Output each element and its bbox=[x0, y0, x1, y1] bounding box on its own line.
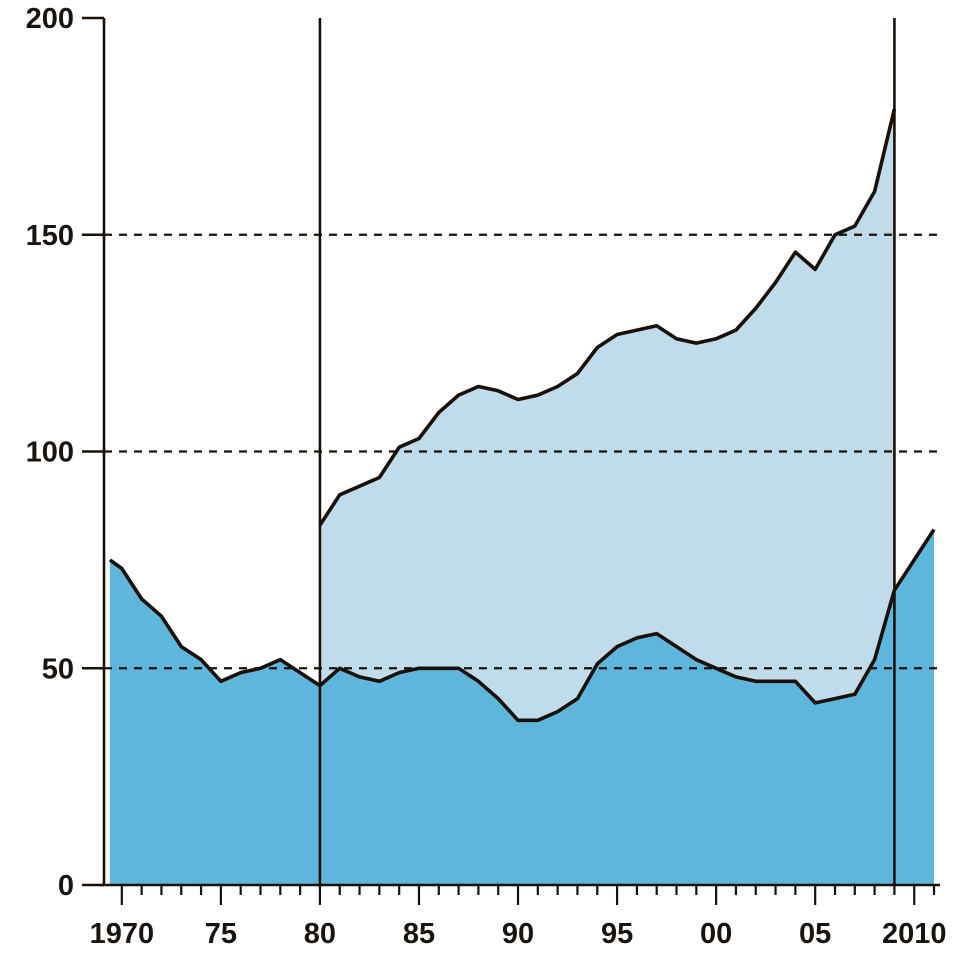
x-tick-label-2000: 00 bbox=[700, 918, 732, 950]
y-tick-label-200: 200 bbox=[26, 3, 74, 35]
x-tick-label-1975: 75 bbox=[205, 918, 237, 950]
x-axis-tick-labels: 1970 75 80 85 90 95 00 05 2010 bbox=[90, 918, 947, 950]
y-tick-label-150: 150 bbox=[26, 220, 74, 252]
vertical-markers bbox=[318, 18, 896, 885]
x-tick-label-2010: 2010 bbox=[882, 918, 947, 950]
x-tick-label-1990: 90 bbox=[502, 918, 534, 950]
lower-series-area bbox=[109, 529, 934, 885]
y-tick-label-50: 50 bbox=[42, 653, 74, 685]
x-tick-label-1980: 80 bbox=[304, 918, 336, 950]
y-axis-tick-labels: 0 50 100 150 200 bbox=[26, 3, 74, 902]
y-tick-label-0: 0 bbox=[58, 870, 74, 902]
y-tick-label-100: 100 bbox=[26, 437, 74, 469]
x-tick-label-2005: 05 bbox=[799, 918, 831, 950]
x-tick-label-1985: 85 bbox=[403, 918, 435, 950]
lower-series-line bbox=[108, 528, 936, 723]
upper-series-line bbox=[318, 108, 897, 527]
x-axis-ticks bbox=[120, 885, 936, 905]
plot-fills bbox=[109, 109, 934, 885]
x-tick-label-1995: 95 bbox=[601, 918, 633, 950]
x-tick-label-1970: 1970 bbox=[90, 918, 155, 950]
series-lines bbox=[108, 108, 936, 723]
grid-lines bbox=[104, 233, 942, 670]
upper-series-area bbox=[319, 109, 895, 721]
y-axis-ticks bbox=[82, 16, 104, 887]
